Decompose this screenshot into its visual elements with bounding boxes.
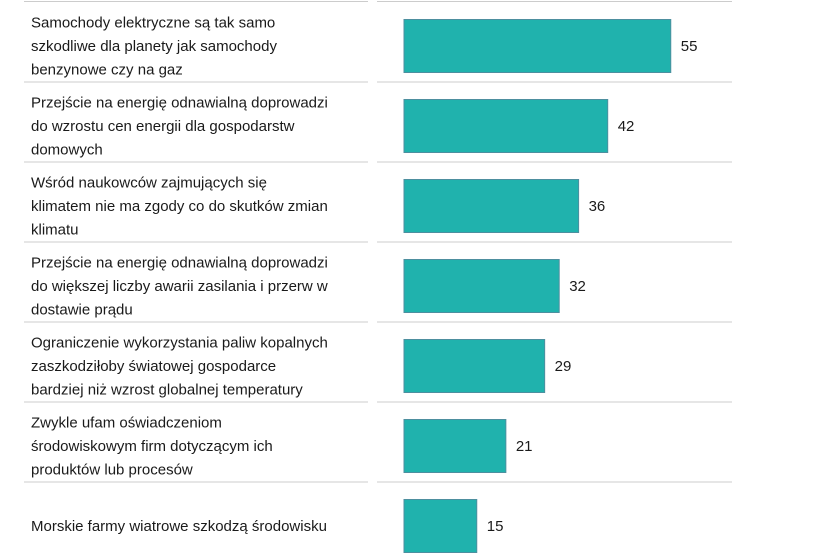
category-label-line: klimatem nie ma zgody co do skutków zmia… [31, 198, 328, 215]
category-label-line: Przejście na energię odnawialną doprowad… [31, 255, 328, 272]
category-label: Samochody elektryczne są tak samo szkodli… [31, 15, 277, 79]
category-label: Ograniczenie wykorzystania paliw kopalny… [31, 335, 328, 399]
data-label: 32 [569, 278, 586, 295]
category-label-line: Morskie farmy wiatrowe szkodzą środowisk… [31, 518, 327, 535]
bar [403, 99, 609, 153]
category-label-line: dostawie prądu [31, 302, 133, 319]
data-label: 55 [681, 38, 698, 55]
category-label: Wśród naukowców zajmujących się klimatem … [31, 175, 328, 239]
data-label: 21 [516, 438, 533, 455]
category-label: Przejście na energię odnawialną doprowad… [31, 95, 328, 159]
category-label: Zwykle ufam oświadczeniom środowiskowym f… [31, 415, 273, 479]
category-label-line: Wśród naukowców zajmujących się [31, 175, 267, 192]
category-label-line: domowych [31, 142, 103, 159]
data-label: 42 [618, 118, 635, 135]
category-label-line: bardziej niż wzrost globalnej temperatur… [31, 382, 303, 399]
category-label-line: Samochody elektryczne są tak samo [31, 15, 275, 32]
data-label: 36 [589, 198, 606, 215]
bar [403, 179, 580, 233]
category-label-line: do większej liczby awarii zasilania i pr… [31, 278, 328, 295]
category-label: Morskie farmy wiatrowe szkodzą środowisk… [31, 518, 327, 535]
category-label-line: Przejście na energię odnawialną doprowad… [31, 95, 328, 112]
bar [403, 19, 672, 73]
category-label-line: zaszkodziłoby światowej gospodarce [31, 358, 276, 375]
data-label: 15 [487, 518, 504, 535]
category-label-line: środowiskowym firm dotyczącym ich [31, 438, 273, 455]
category-label-line: Ograniczenie wykorzystania paliw kopalny… [31, 335, 328, 352]
category-label-line: do wzrostu cen energii dla gospodarstw [31, 118, 295, 135]
bar [403, 339, 546, 393]
bar [403, 499, 478, 553]
category-label-line: benzynowe czy na gaz [31, 62, 183, 79]
category-label-line: Zwykle ufam oświadczeniom [31, 415, 222, 432]
bar [403, 259, 560, 313]
category-label-line: produktów lub procesów [31, 462, 193, 479]
category-label-line: szkodliwe dla planety jak samochody [31, 38, 277, 55]
category-label-line: klimatu [31, 222, 79, 239]
bar [403, 419, 507, 473]
data-label: 29 [555, 358, 572, 375]
category-label: Przejście na energię odnawialną doprowad… [31, 255, 328, 319]
